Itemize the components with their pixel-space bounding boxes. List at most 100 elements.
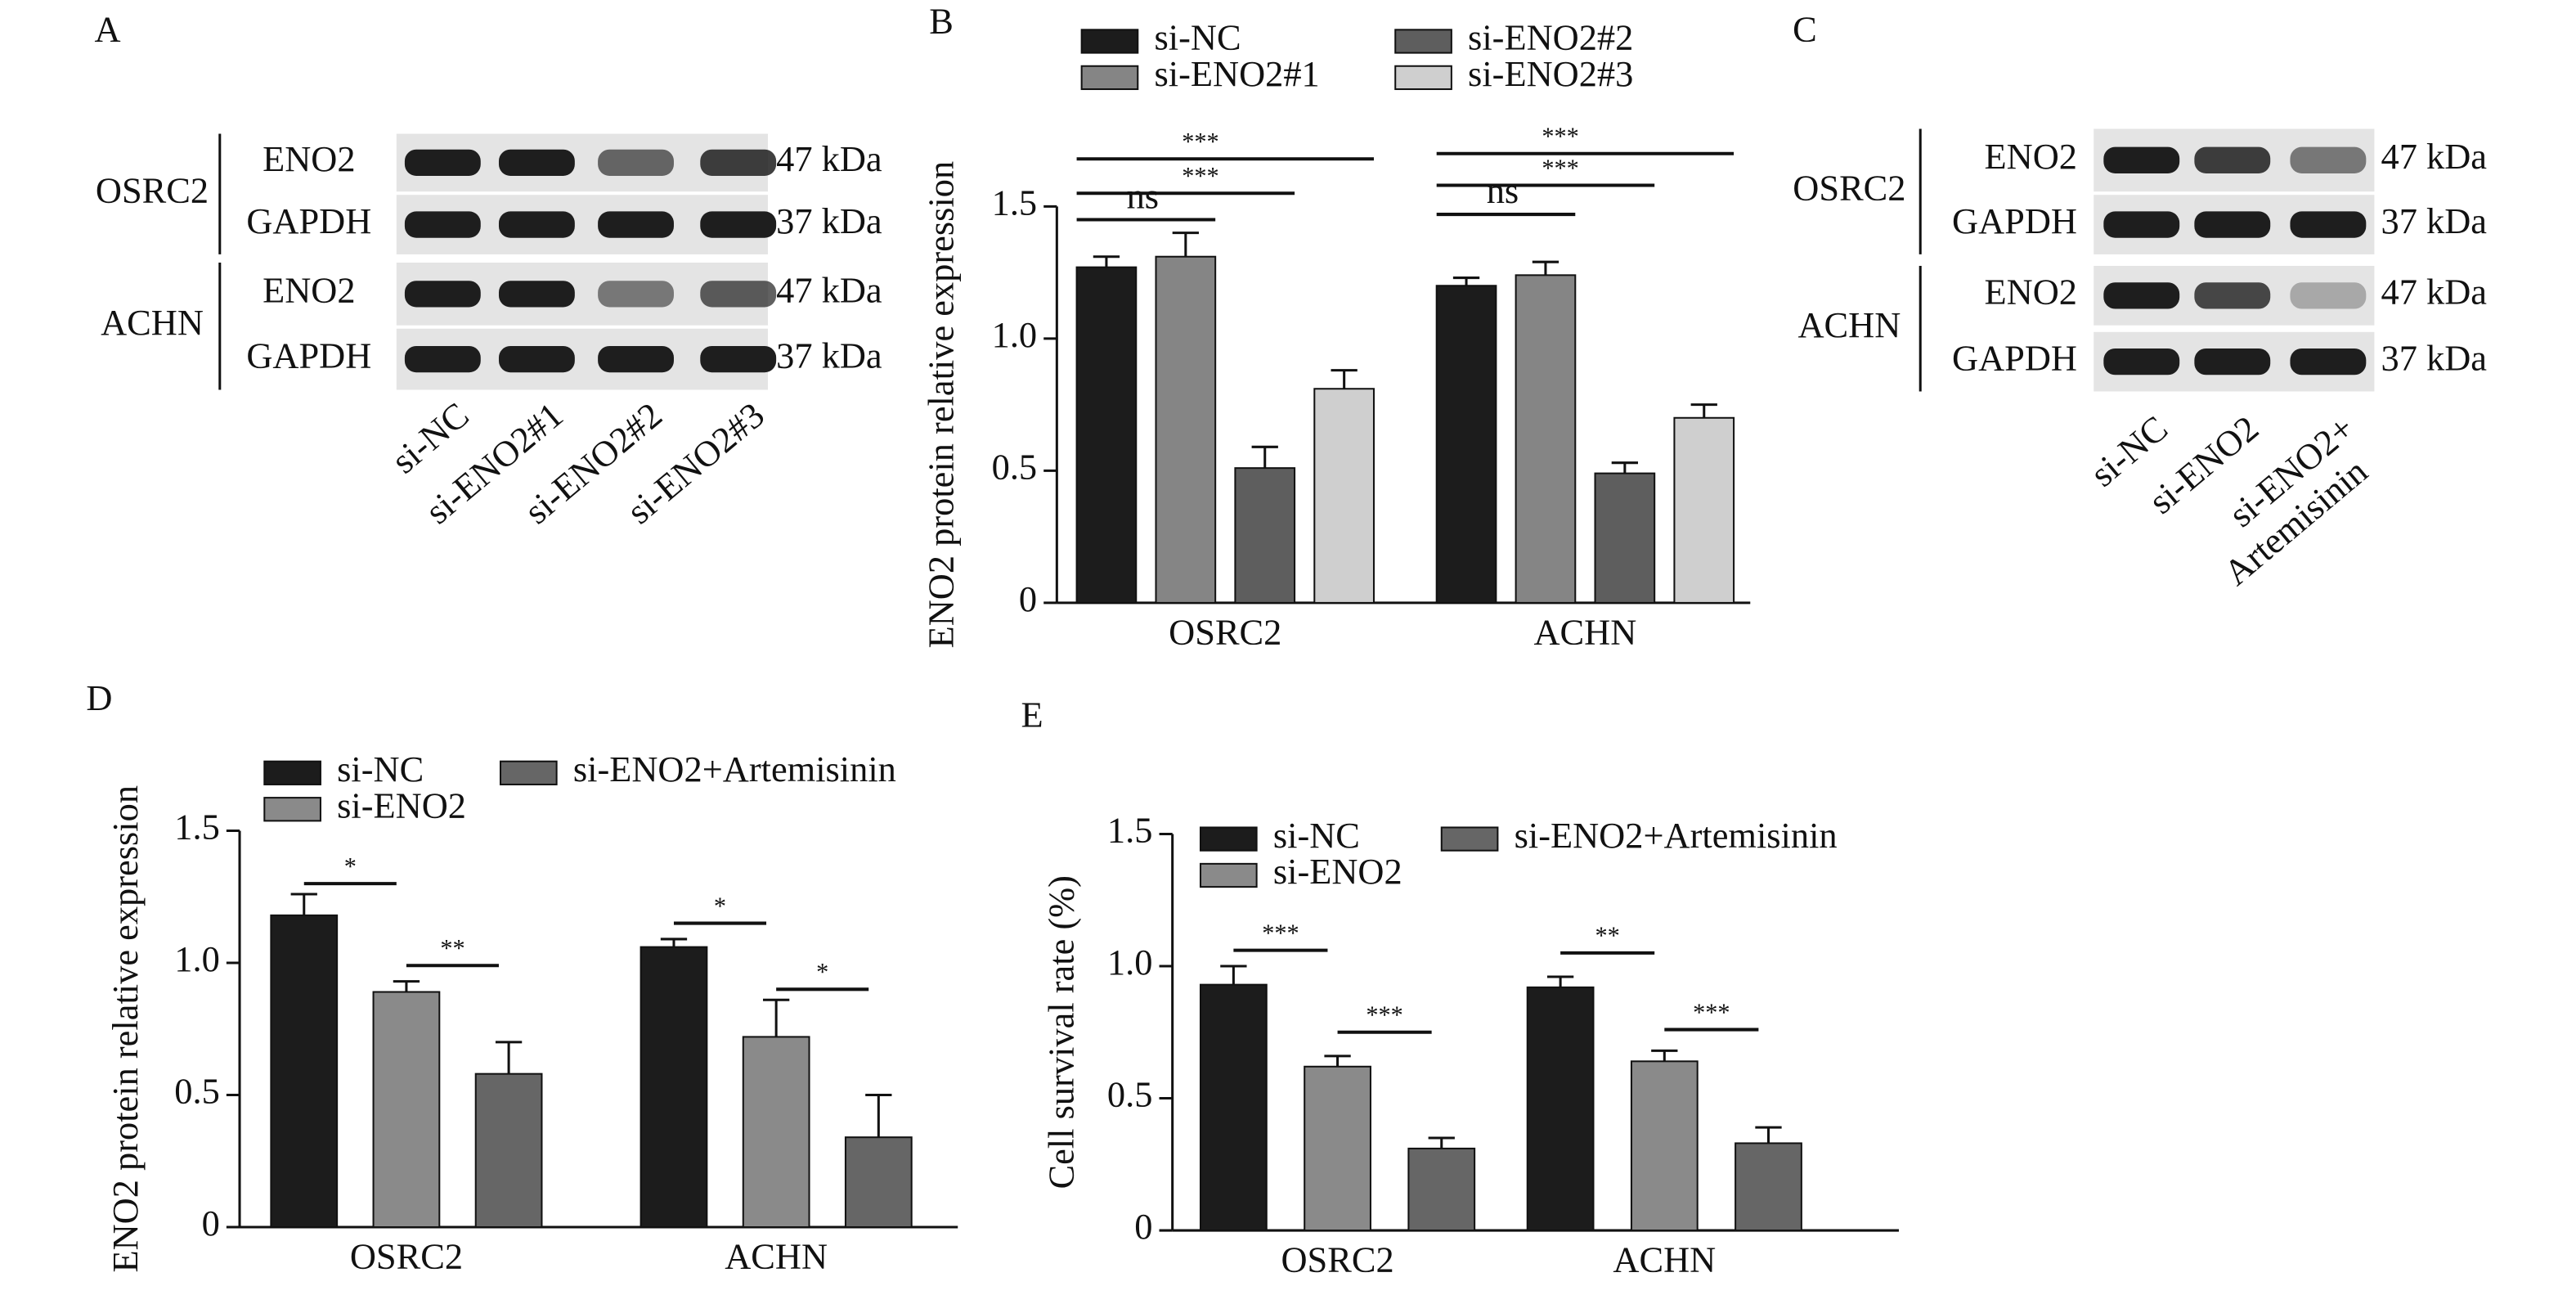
panel-label: D [86,677,112,718]
legend-label: si-NC [337,749,424,789]
significance-label: ** [440,934,464,962]
x-tick-label: OSRC2 [350,1236,463,1277]
significance-label: *** [1542,123,1578,151]
panel-label: B [929,0,954,41]
bar [844,1136,913,1229]
y-tick-label: 1.0 [1107,942,1153,983]
blot-band [404,281,481,308]
blot-band [2290,282,2367,309]
blot-band [498,345,575,373]
y-tick-label: 1.5 [1107,810,1153,851]
cell-line-label: ACHN [1798,304,1901,345]
significance-label: * [816,958,828,986]
bar [640,946,708,1229]
protein-label: GAPDH [246,200,371,241]
legend-label: si-ENO2#1 [1154,53,1319,94]
blot-band [2194,146,2271,173]
y-tick-label: 1.5 [992,182,1038,223]
legend-swatch [1394,65,1452,91]
legend-label: si-ENO2#2 [1468,17,1633,58]
y-tick-label: 0.5 [992,447,1038,488]
legend-label: si-NC [1154,17,1241,58]
legend-swatch [499,760,558,785]
panel-label: A [94,9,120,50]
blot-band [404,345,481,373]
legend-label: si-ENO2 [337,785,466,825]
significance-label: ** [1595,922,1620,950]
legend-swatch [1394,29,1452,54]
y-tick-label: 1.5 [174,807,220,848]
protein-label: GAPDH [246,335,371,375]
bar [1735,1142,1802,1232]
bar [1075,266,1138,604]
bar [474,1072,543,1229]
y-tick-label: 0.5 [1107,1074,1153,1115]
bar [1407,1147,1476,1232]
bar [1435,285,1497,604]
protein-label: ENO2 [263,270,355,311]
blot-band [498,211,575,238]
size-label: 37 kDa [2381,337,2487,378]
bar [1515,274,1577,604]
x-tick-label: ACHN [1533,611,1636,652]
y-axis-label: ENO2 protein relative expression [920,161,961,649]
blot-band [700,149,777,177]
size-label: 47 kDa [2381,272,2487,313]
significance-label: ns [1127,175,1159,216]
bar [270,914,339,1229]
blot-band [498,149,575,177]
y-tick-label: 0 [1019,578,1037,619]
protein-label: ENO2 [1985,272,2077,313]
bar [1313,388,1375,604]
protein-label: GAPDH [1952,337,2077,378]
x-tick-label: ACHN [725,1236,828,1277]
y-axis-label: ENO2 protein relative expression [105,785,146,1273]
x-tick-label: OSRC2 [1169,611,1281,652]
blot-band [2103,211,2180,238]
legend-swatch [263,760,321,785]
size-label: 47 kDa [776,138,882,179]
bar [1234,467,1296,604]
significance-label: *** [1182,162,1218,190]
blot-band [598,149,674,177]
blot-band [2290,146,2367,173]
blot-band [700,281,777,308]
cell-line-label: OSRC2 [1793,167,1905,208]
blot-band [598,211,674,238]
blot-band [404,149,481,177]
legend-label: si-ENO2+Artemisinin [1515,815,1838,856]
bar [1630,1060,1699,1232]
blot-band [598,345,674,373]
blot-band [2103,348,2180,375]
legend-swatch [1080,65,1139,91]
y-tick-label: 0.5 [174,1071,220,1112]
cell-line-label: OSRC2 [96,169,209,210]
blot-band [498,281,575,308]
significance-label: * [344,852,357,880]
y-axis-label: Cell survival rate (%) [1041,875,1082,1189]
size-label: 47 kDa [2381,136,2487,177]
legend-swatch [1440,826,1499,852]
significance-label: ns [1487,170,1519,211]
significance-label: *** [1542,154,1578,182]
legend-label: si-ENO2#3 [1468,53,1633,94]
blot-band [2194,282,2271,309]
blot-band [2103,146,2180,173]
panel-label: E [1021,694,1043,735]
bar [1673,416,1735,604]
significance-label: *** [1366,1001,1402,1029]
blot-band [404,211,481,238]
bar [1155,255,1217,604]
bar [1199,983,1268,1232]
bar [742,1036,810,1229]
y-tick-label: 0 [1134,1206,1152,1247]
blot-band [2290,211,2367,238]
y-tick-label: 0 [202,1203,220,1243]
significance-label: *** [1693,998,1730,1026]
y-tick-label: 1.0 [174,938,220,979]
legend-label: si-ENO2 [1273,851,1402,892]
bar [1526,986,1595,1232]
blot-band [2194,348,2271,375]
protein-label: ENO2 [1985,136,2077,177]
